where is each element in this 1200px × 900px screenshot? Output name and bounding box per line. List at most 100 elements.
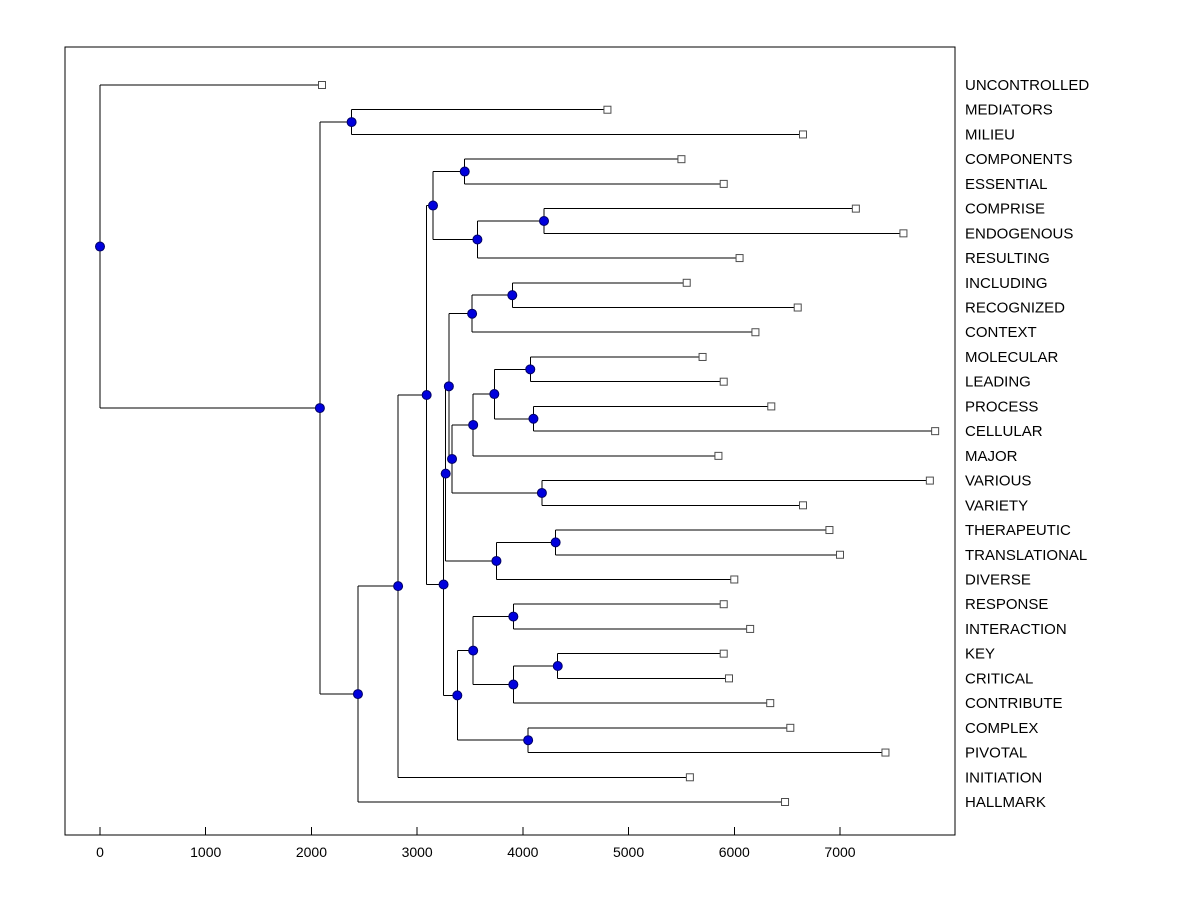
leaf-marker bbox=[719, 649, 728, 658]
leaf-label: ENDOGENOUS bbox=[965, 225, 1073, 242]
leaf-marker bbox=[730, 575, 739, 584]
leaf-marker bbox=[766, 699, 775, 708]
leaf-label: DIVERSE bbox=[965, 571, 1031, 588]
leaf-label: VARIOUS bbox=[965, 473, 1031, 490]
cluster-node-marker bbox=[508, 679, 519, 690]
cluster-node-marker bbox=[346, 117, 357, 128]
x-axis-tick-label: 1000 bbox=[190, 844, 221, 860]
x-axis-tick-label: 5000 bbox=[613, 844, 644, 860]
leaf-marker bbox=[793, 303, 802, 312]
leaf-marker bbox=[698, 352, 707, 361]
leaf-marker bbox=[881, 748, 890, 757]
leaf-label: COMPRISE bbox=[965, 201, 1045, 218]
leaf-marker bbox=[751, 328, 760, 337]
leaf-label: KEY bbox=[965, 646, 995, 663]
x-axis-tick-label: 7000 bbox=[824, 844, 855, 860]
leaf-marker bbox=[786, 723, 795, 732]
cluster-node-marker bbox=[536, 487, 547, 498]
leaf-label: TRANSLATIONAL bbox=[965, 547, 1087, 564]
leaf-marker bbox=[682, 278, 691, 287]
cluster-node-marker bbox=[314, 403, 325, 414]
leaf-label: INTERACTION bbox=[965, 621, 1067, 638]
leaf-marker bbox=[925, 476, 934, 485]
plot-border bbox=[64, 46, 956, 836]
cluster-node-marker bbox=[443, 381, 454, 392]
cluster-node-marker bbox=[440, 468, 451, 479]
leaf-marker bbox=[725, 674, 733, 683]
cluster-node-marker bbox=[523, 735, 534, 746]
leaf-label: MAJOR bbox=[965, 448, 1018, 465]
x-axis-tick-label: 3000 bbox=[402, 844, 433, 860]
leaf-label: THERAPEUTIC bbox=[965, 522, 1071, 539]
leaf-marker bbox=[767, 402, 776, 411]
leaf-label: MEDIATORS bbox=[965, 102, 1053, 119]
cluster-node-marker bbox=[447, 453, 458, 464]
cluster-node-marker bbox=[393, 581, 404, 592]
leaf-label: CONTEXT bbox=[965, 324, 1037, 341]
leaf-marker bbox=[685, 773, 694, 782]
cluster-node-marker bbox=[468, 419, 479, 430]
cluster-node-marker bbox=[95, 241, 105, 252]
leaf-marker bbox=[677, 155, 686, 164]
leaf-marker bbox=[899, 229, 908, 238]
leaf-marker bbox=[781, 798, 790, 806]
leaf-label: INCLUDING bbox=[965, 275, 1048, 292]
leaf-marker bbox=[719, 179, 728, 188]
cluster-node-marker bbox=[552, 661, 563, 672]
leaf-label: CONTRIBUTE bbox=[965, 695, 1063, 712]
leaf-label: MILIEU bbox=[965, 126, 1015, 143]
cluster-node-marker bbox=[525, 364, 536, 375]
x-axis-tick-label: 6000 bbox=[719, 844, 750, 860]
leaf-marker bbox=[719, 600, 728, 609]
cluster-node-marker bbox=[468, 645, 479, 656]
cluster-node-marker bbox=[352, 689, 363, 700]
leaf-label: CELLULAR bbox=[965, 423, 1043, 440]
leaf-label: INITIATION bbox=[965, 769, 1042, 786]
x-axis-tick-label: 0 bbox=[96, 844, 104, 860]
cluster-node-marker bbox=[438, 579, 449, 590]
leaf-marker bbox=[931, 427, 940, 436]
cluster-node-marker bbox=[459, 166, 470, 177]
leaf-marker bbox=[799, 130, 807, 139]
cluster-node-marker bbox=[491, 555, 502, 566]
leaf-label: PIVOTAL bbox=[965, 745, 1027, 762]
leaf-marker bbox=[714, 451, 723, 460]
leaf-label: RESULTING bbox=[965, 250, 1050, 267]
cluster-node-marker bbox=[550, 537, 561, 548]
leaf-label: VARIETY bbox=[965, 497, 1028, 514]
leaf-marker bbox=[719, 377, 728, 386]
cluster-node-marker bbox=[507, 290, 518, 301]
cluster-node-marker bbox=[428, 200, 438, 211]
leaf-label: MOLECULAR bbox=[965, 349, 1059, 366]
leaf-label: COMPONENTS bbox=[965, 151, 1073, 168]
cluster-node-marker bbox=[472, 234, 483, 245]
x-axis-tick-label: 4000 bbox=[507, 844, 538, 860]
leaf-label: LEADING bbox=[965, 374, 1031, 391]
leaf-marker bbox=[735, 254, 744, 263]
leaf-marker bbox=[318, 81, 326, 89]
cluster-node-marker bbox=[467, 308, 478, 319]
leaf-label: COMPLEX bbox=[965, 720, 1038, 737]
leaf-marker bbox=[825, 526, 834, 535]
leaf-marker bbox=[836, 550, 844, 559]
leaf-label: ESSENTIAL bbox=[965, 176, 1048, 193]
leaf-label: PROCESS bbox=[965, 398, 1038, 415]
leaf-label: RECOGNIZED bbox=[965, 300, 1065, 317]
leaf-label: HALLMARK bbox=[965, 794, 1046, 811]
leaf-marker bbox=[746, 624, 755, 633]
cluster-node-marker bbox=[508, 611, 519, 622]
cluster-node-marker bbox=[539, 215, 549, 226]
cluster-node-marker bbox=[421, 390, 432, 401]
x-axis-tick-label: 2000 bbox=[296, 844, 327, 860]
leaf-marker bbox=[603, 105, 612, 114]
cluster-node-marker bbox=[528, 413, 539, 424]
leaf-label: CRITICAL bbox=[965, 670, 1033, 687]
cluster-node-marker bbox=[452, 690, 463, 701]
leaf-marker bbox=[851, 204, 860, 213]
leaf-marker bbox=[799, 501, 807, 510]
cluster-node-marker bbox=[489, 389, 500, 400]
leaf-label: RESPONSE bbox=[965, 596, 1048, 613]
leaf-label: UNCONTROLLED bbox=[965, 77, 1089, 94]
